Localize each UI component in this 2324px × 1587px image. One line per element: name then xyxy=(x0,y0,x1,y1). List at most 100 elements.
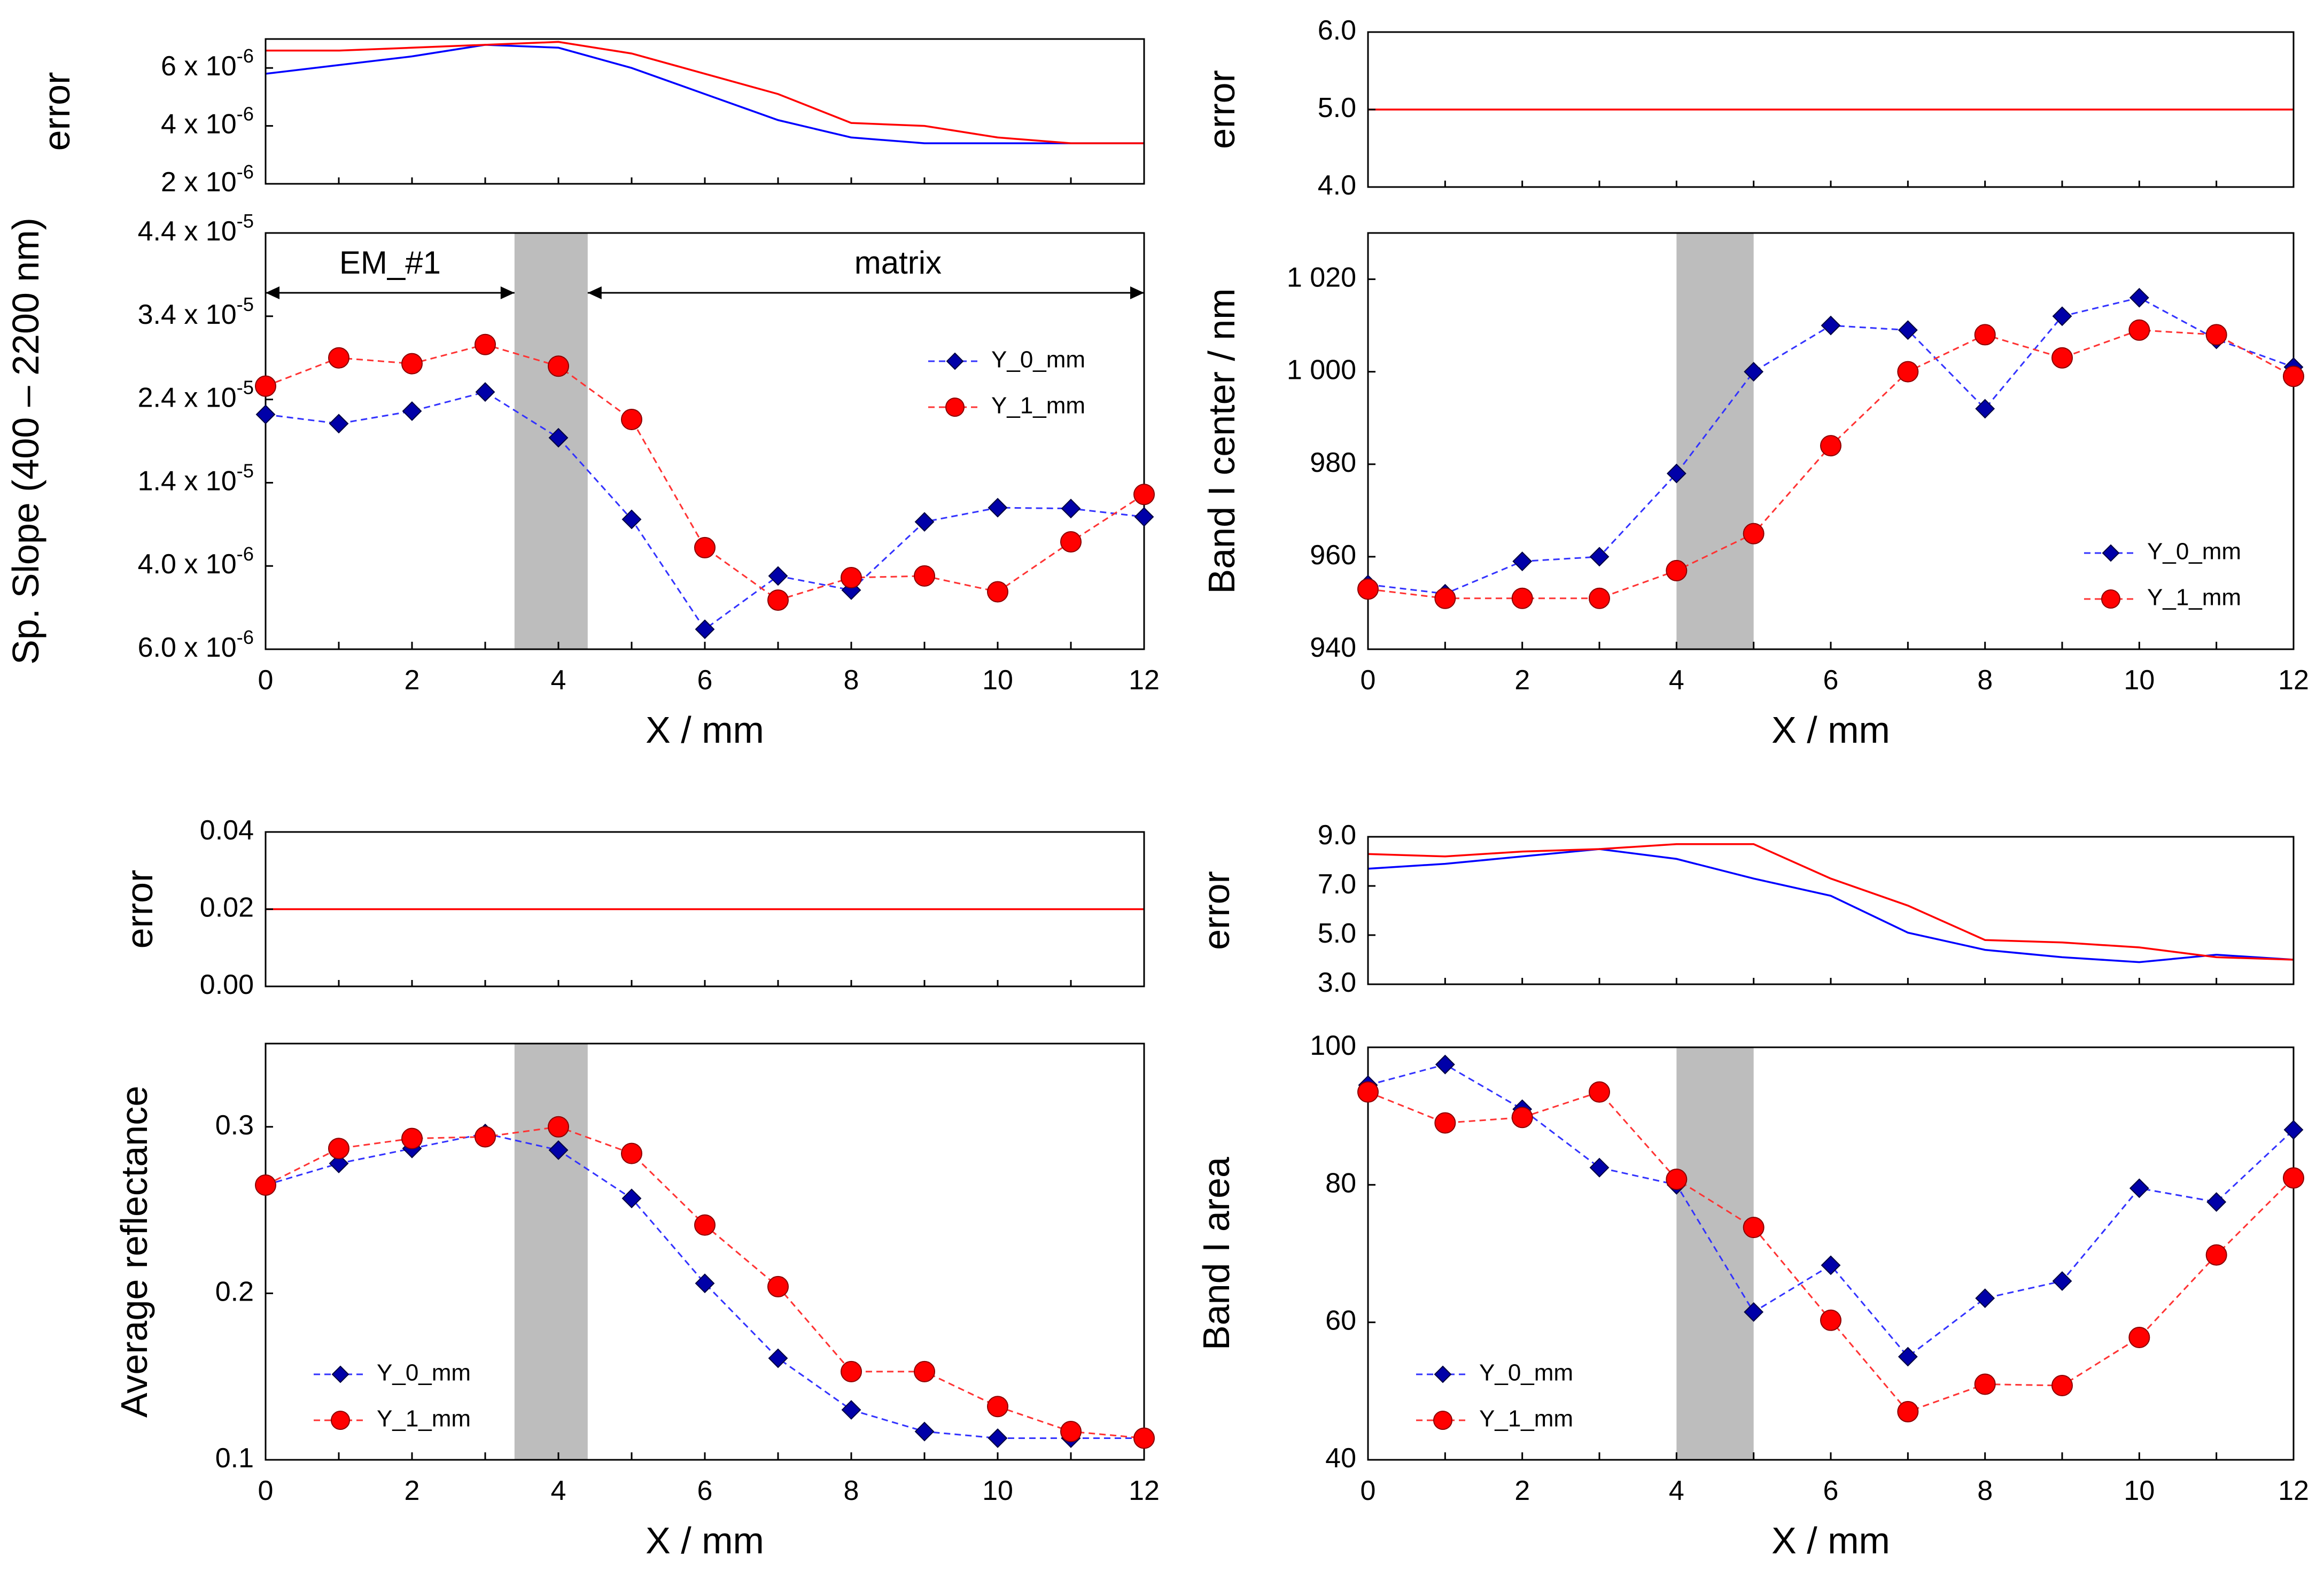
data-point-circle xyxy=(328,1138,349,1160)
x-tick-label: 12 xyxy=(2278,665,2309,696)
y-tick-label-mantissa: 1.4 x 10 xyxy=(138,465,237,496)
data-point-circle xyxy=(255,1174,276,1196)
legend-label: Y_0_mm xyxy=(377,1360,471,1386)
legend-marker-circle xyxy=(1433,1411,1452,1430)
error-y-tick-label: 0.00 xyxy=(200,969,254,1000)
y-tick-label-mantissa: 3.4 x 10 xyxy=(138,299,237,330)
data-point-circle xyxy=(1133,484,1155,505)
y-axis-label: Sp. Slope (400 – 2200 nm) xyxy=(5,217,46,665)
data-point-circle xyxy=(401,1127,423,1149)
legend-label: Y_0_mm xyxy=(2147,539,2241,565)
data-point-diamond xyxy=(1435,1054,1455,1075)
error-plot-frame xyxy=(265,38,1145,185)
annotation-right: matrix xyxy=(587,245,1144,299)
y-tick-label-mantissa: 940 xyxy=(1310,632,1356,663)
series-y-1-mm xyxy=(255,333,1155,611)
data-point-circle xyxy=(621,408,642,430)
error-y-tick-label: 2 x 10-6 xyxy=(161,161,254,198)
x-tick-label: 10 xyxy=(982,665,1013,696)
y-tick-label: 1 020 xyxy=(1287,262,1356,293)
data-point-circle xyxy=(2283,1167,2304,1189)
main-panel: 0.1 0.2 0.3 0 2 4 6 8 10 12 X / mm Average reflecta… xyxy=(113,1043,1160,1561)
data-point-diamond xyxy=(2129,287,2149,308)
y-tick-label-mantissa: 1 000 xyxy=(1287,354,1356,385)
data-point-circle xyxy=(767,1275,789,1297)
legend-entry: Y_1_mm xyxy=(2084,585,2241,611)
series-y-1-mm xyxy=(255,1116,1155,1449)
data-point-diamond xyxy=(695,619,715,640)
x-axis-label: X / mm xyxy=(1771,1520,1890,1561)
data-point-circle xyxy=(1666,1169,1688,1191)
y-tick-label: 1 000 xyxy=(1287,354,1356,385)
error-y-tick-label-mantissa: 0.02 xyxy=(200,892,254,923)
error-panel: 0.00 0.02 0.04 error xyxy=(119,815,1145,1000)
legend-marker-circle xyxy=(2101,589,2120,609)
error-y-tick-label-exponent: -6 xyxy=(237,103,254,125)
legend-label: Y_1_mm xyxy=(2147,585,2241,611)
error-panel: 4.0 5.0 6.0 error xyxy=(1201,15,2295,201)
error-line-y-0-mm xyxy=(1367,848,2294,963)
x-tick-label: 0 xyxy=(1361,1475,1376,1506)
y-axis-label: Band I area xyxy=(1195,1157,1237,1350)
data-point-circle xyxy=(475,1126,496,1148)
shaded-region xyxy=(514,233,588,649)
data-point-circle xyxy=(255,375,276,397)
error-y-tick-label-exponent: -6 xyxy=(237,45,254,67)
data-point-diamond xyxy=(1589,547,1610,567)
error-y-tick-label-mantissa: 0.00 xyxy=(200,969,254,1000)
data-point-diamond xyxy=(329,414,349,434)
y-tick-label: 940 xyxy=(1310,632,1356,663)
annotation-arrow-head xyxy=(266,286,279,299)
error-panel: 3.0 5.0 7.0 9.0 error xyxy=(1195,820,2295,998)
legend-entry: Y_0_mm xyxy=(928,347,1085,373)
data-point-circle xyxy=(1820,435,1841,457)
data-point-circle xyxy=(2283,365,2304,387)
x-axis-label: X / mm xyxy=(646,1520,764,1561)
x-tick-label: 2 xyxy=(405,1475,420,1506)
error-axis-label: error xyxy=(36,72,77,151)
data-point-circle xyxy=(841,567,862,589)
data-point-circle xyxy=(1060,531,1082,553)
error-y-tick-label-mantissa: 6.0 xyxy=(1318,15,1356,46)
data-point-circle xyxy=(1743,523,1765,544)
y-tick-label: 1.4 x 10-5 xyxy=(138,460,254,496)
error-y-tick-label: 4.0 xyxy=(1318,170,1356,201)
x-tick-label: 10 xyxy=(2124,1475,2155,1506)
annotation-arrow-head xyxy=(500,286,515,299)
legend-entry: Y_1_mm xyxy=(314,1406,471,1432)
plot-frame xyxy=(1367,1046,2295,1461)
data-point-circle xyxy=(1357,578,1379,600)
data-point-diamond xyxy=(475,382,495,402)
y-tick-label: 100 xyxy=(1310,1030,1356,1061)
main-panel: 6.0 x 10-64.0 x 10-61.4 x 10-52.4 x 10-5… xyxy=(5,210,1160,751)
x-tick-label: 6 xyxy=(697,1475,713,1506)
y-tick-label: 6.0 x 10-6 xyxy=(138,626,254,663)
y-tick-label: 60 xyxy=(1325,1305,1356,1336)
shaded-region xyxy=(1676,1047,1754,1460)
data-point-diamond xyxy=(1666,463,1686,484)
x-tick-label: 4 xyxy=(551,665,566,696)
data-point-circle xyxy=(1820,1309,1841,1331)
data-point-diamond xyxy=(1061,499,1081,519)
data-point-diamond xyxy=(2052,1271,2072,1291)
error-line-y-1-mm xyxy=(1367,843,2294,961)
y-tick-label-mantissa: 0.3 xyxy=(215,1110,254,1141)
series-y-0-mm xyxy=(255,1123,1154,1448)
error-y-tick-label-mantissa: 9.0 xyxy=(1318,820,1356,851)
legend-label: Y_1_mm xyxy=(377,1406,471,1432)
data-point-circle xyxy=(914,1360,935,1382)
x-axis-label: X / mm xyxy=(1771,709,1890,751)
data-point-diamond xyxy=(621,1188,642,1209)
legend: Y_0_mm Y_1_mm xyxy=(928,347,1085,419)
data-point-circle xyxy=(328,347,349,369)
x-tick-label: 0 xyxy=(258,665,274,696)
data-point-diamond xyxy=(1821,1255,1841,1275)
y-tick-label-mantissa: 80 xyxy=(1325,1168,1356,1199)
data-point-diamond xyxy=(548,1140,569,1160)
data-point-diamond xyxy=(841,580,861,600)
error-y-tick-label-mantissa: 7.0 xyxy=(1318,869,1356,900)
y-tick-label-exponent: -6 xyxy=(237,626,254,648)
data-point-diamond xyxy=(1744,1302,1764,1322)
legend-entry: Y_0_mm xyxy=(314,1360,471,1386)
legend-entry: Y_0_mm xyxy=(1416,1360,1573,1386)
